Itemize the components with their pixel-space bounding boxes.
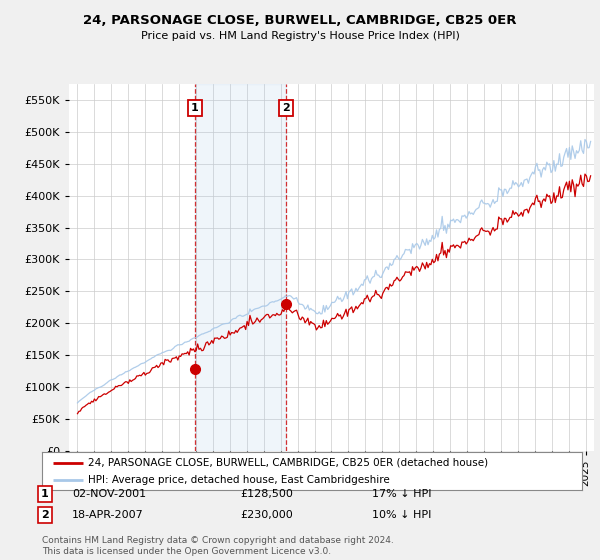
Bar — [194, 84, 286, 451]
Text: 10% ↓ HPI: 10% ↓ HPI — [372, 510, 431, 520]
Text: 1: 1 — [191, 103, 199, 113]
Text: 2: 2 — [41, 510, 49, 520]
Text: Contains HM Land Registry data © Crown copyright and database right 2024.
This d: Contains HM Land Registry data © Crown c… — [42, 536, 394, 556]
Text: 02-NOV-2001: 02-NOV-2001 — [72, 489, 146, 499]
Text: 2: 2 — [282, 103, 290, 113]
Text: HPI: Average price, detached house, East Cambridgeshire: HPI: Average price, detached house, East… — [88, 475, 389, 486]
Text: 24, PARSONAGE CLOSE, BURWELL, CAMBRIDGE, CB25 0ER: 24, PARSONAGE CLOSE, BURWELL, CAMBRIDGE,… — [83, 14, 517, 27]
Text: Price paid vs. HM Land Registry's House Price Index (HPI): Price paid vs. HM Land Registry's House … — [140, 31, 460, 41]
Text: 18-APR-2007: 18-APR-2007 — [72, 510, 144, 520]
Text: 24, PARSONAGE CLOSE, BURWELL, CAMBRIDGE, CB25 0ER (detached house): 24, PARSONAGE CLOSE, BURWELL, CAMBRIDGE,… — [88, 458, 488, 468]
Text: 1: 1 — [41, 489, 49, 499]
Text: £128,500: £128,500 — [240, 489, 293, 499]
Text: £230,000: £230,000 — [240, 510, 293, 520]
Text: 17% ↓ HPI: 17% ↓ HPI — [372, 489, 431, 499]
